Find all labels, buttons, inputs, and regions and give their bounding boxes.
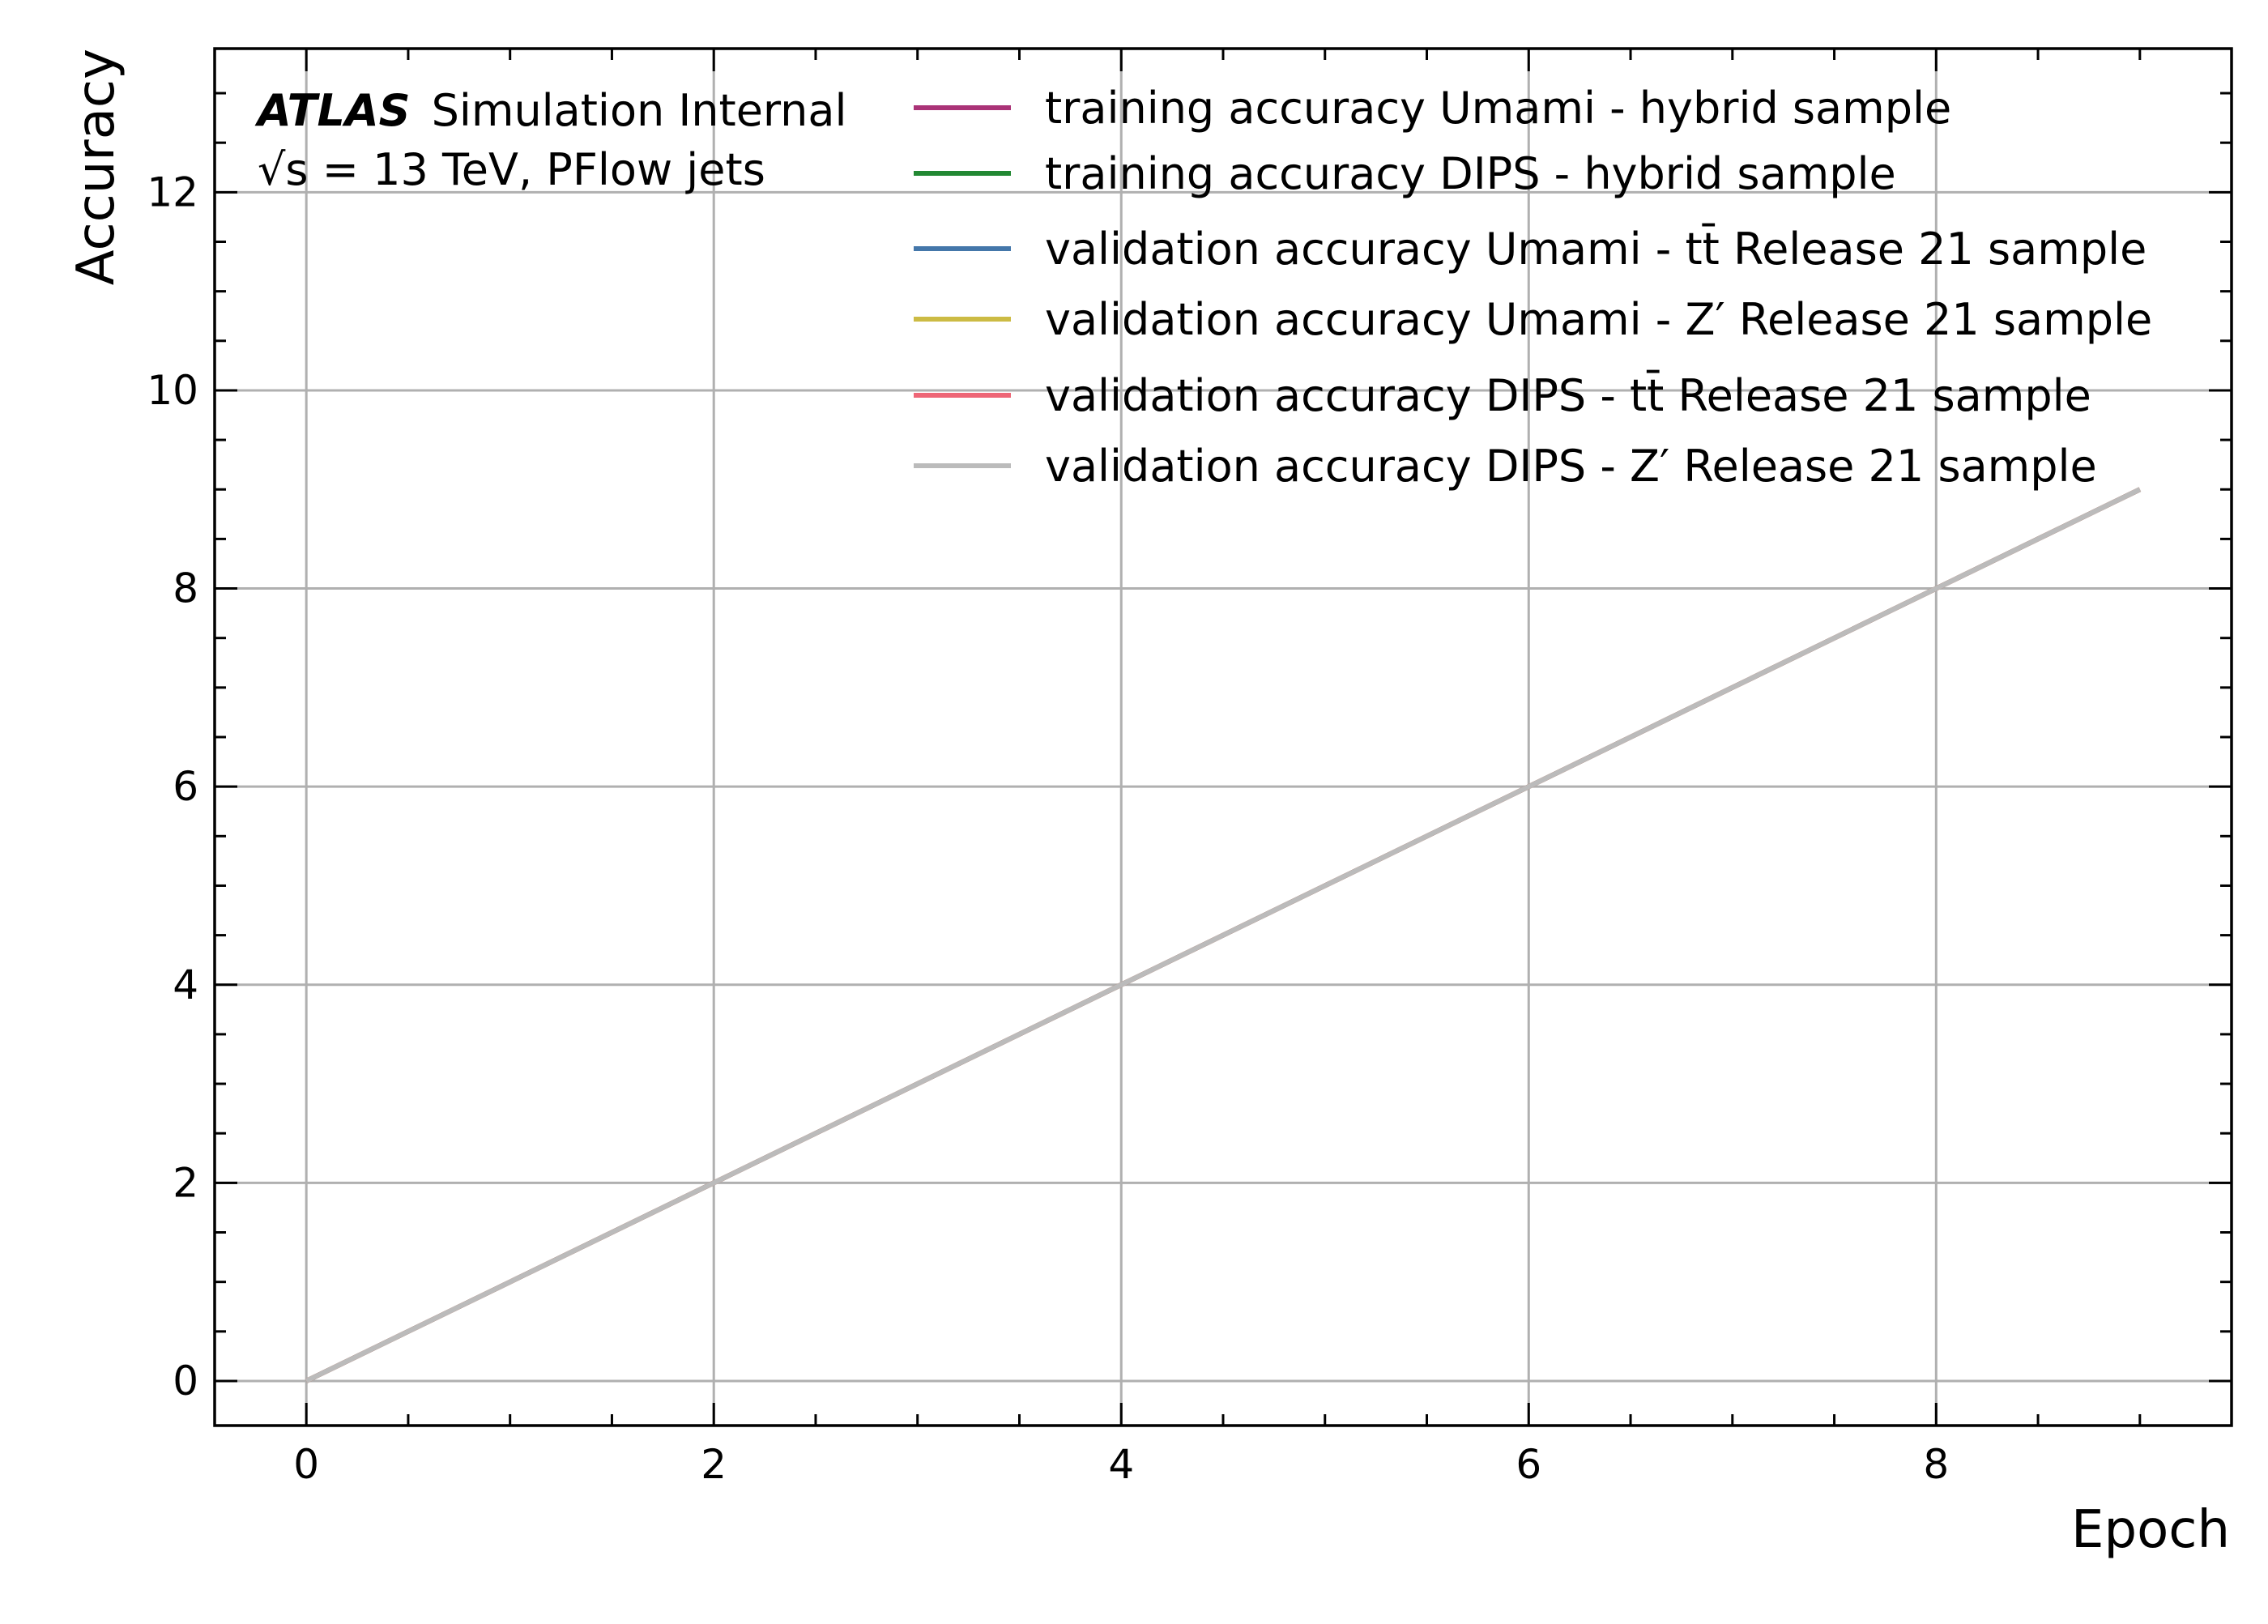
legend-label: validation accuracy DIPS - tt̄ Release 2… [1045,370,2091,421]
legend-label: validation accuracy DIPS - Z′ Release 21… [1045,441,2097,492]
y-tick-label: 4 [173,961,198,1008]
axis-ticks [215,49,2232,1426]
legend: training accuracy Umami - hybrid sample t… [914,83,2152,492]
legend-label: training accuracy Umami - hybrid sample [1045,83,1951,134]
atlas-label: ATLAS [254,85,411,136]
y-tick-label: 2 [173,1159,198,1206]
legend-label: training accuracy DIPS - hybrid sample [1045,148,1896,199]
legend-label: validation accuracy Umami - tt̄ Release … [1045,224,2146,275]
y-tick-label: 6 [173,763,198,810]
x-tick-label: 0 [293,1441,319,1488]
series-line [305,487,2142,1383]
x-axis-label: Epoch [2071,1500,2230,1560]
y-tick-label: 10 [147,367,198,414]
x-tick-label: 8 [1923,1441,1949,1488]
y-tick-label: 0 [173,1358,198,1404]
x-tick-label: 2 [701,1441,727,1488]
tick-labels: 0 2 4 6 8 0 2 4 6 8 10 12 [147,168,1949,1488]
y-tick-label: 12 [147,168,198,215]
atlas-annotation: ATLAS Simulation Internal √s = 13 TeV, PF… [254,85,846,195]
energy-label: √s = 13 TeV, PFlow jets [258,144,765,195]
x-tick-label: 6 [1516,1441,1541,1488]
x-tick-label: 4 [1108,1441,1134,1488]
y-axis-label: Accuracy [66,49,126,285]
plot-series [305,487,2142,1383]
plot-frame [213,47,2233,1427]
y-tick-label: 8 [173,565,198,612]
legend-label: validation accuracy Umami - Z′ Release 2… [1045,294,2152,345]
grid-lines [215,49,2232,1426]
status-label: Simulation Internal [432,85,847,136]
